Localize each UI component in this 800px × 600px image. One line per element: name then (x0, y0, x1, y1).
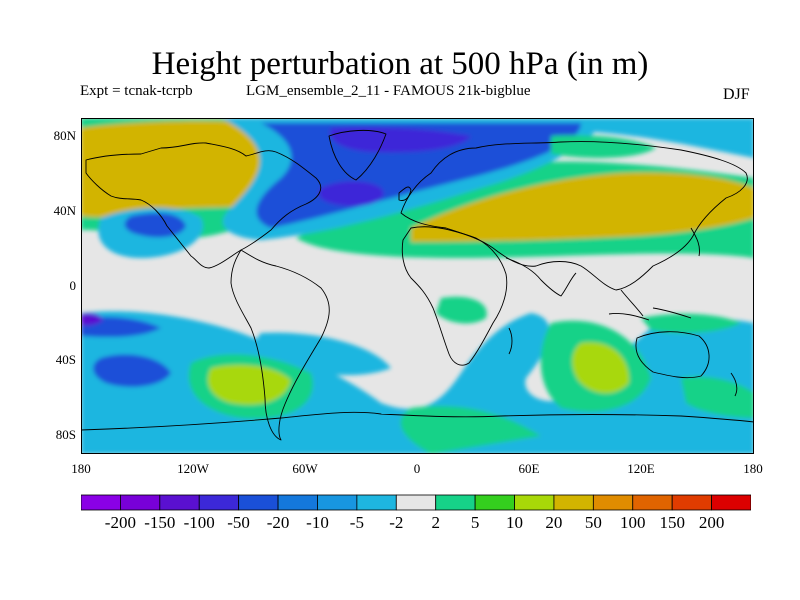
colorbar-label: 2 (431, 513, 440, 532)
lat-tick-80s: 80S (55, 427, 76, 442)
map-title: Height perturbation at 500 hPa (in m) (151, 46, 649, 82)
colorbar-label: -150 (144, 513, 176, 532)
colorbar-box (81, 494, 121, 511)
lon-tick-60e: 60E (518, 461, 540, 476)
colorbar-label: 20 (545, 513, 563, 532)
colorbar-box (277, 494, 318, 511)
colorbar-label: -50 (227, 513, 250, 532)
lat-tick-40n: 40N (53, 203, 76, 218)
contour-deep-blue-atlantic (318, 181, 384, 207)
contour-blue-south-pacific (81, 316, 161, 338)
colorbar-box (711, 494, 751, 511)
contour-green-siberia (551, 135, 656, 158)
colorbar-label: -100 (183, 513, 215, 532)
colorbar-label: -5 (349, 513, 364, 532)
colorbar-box (474, 494, 515, 511)
lon-tick-120e: 120E (627, 461, 655, 476)
colorbar-label: 150 (659, 513, 685, 532)
season-label: DJF (723, 86, 750, 103)
colorbar-label: 200 (698, 513, 725, 532)
lon-tick-0: 0 (413, 461, 421, 476)
colorbar-label: 100 (620, 513, 646, 532)
colorbar-box (435, 494, 476, 511)
contour-green-south-indian (681, 376, 754, 418)
lat-tick-80n: 80N (53, 128, 76, 143)
colorbar-box (671, 494, 712, 511)
colorbar-label: 5 (470, 513, 480, 532)
contour-green-southern-africa (436, 296, 487, 324)
coastlines (81, 129, 754, 441)
contour-olive-eurasia (411, 172, 754, 242)
colorbar-box (159, 494, 200, 511)
contour-blue-southern-ocean (93, 354, 171, 387)
colorbar-box (120, 494, 161, 511)
lon-tick-120w: 120W (177, 461, 209, 476)
colorbar-box (395, 494, 437, 511)
colorbar-box (198, 494, 240, 511)
lon-tick-60w: 60W (292, 461, 318, 476)
lat-tick-0: 0 (69, 278, 77, 293)
colorbar-box (238, 494, 279, 511)
lat-tick-40s: 40S (55, 352, 76, 367)
contour-purple-south-pacific (81, 313, 103, 326)
colorbar (81, 494, 751, 511)
colorbar-box (514, 494, 555, 511)
ensemble-label: LGM_ensemble_2_11 - FAMOUS 21k-bigblue (246, 83, 531, 99)
contour-ygreen-indian (572, 342, 630, 394)
colorbar-box (592, 494, 634, 511)
height-perturbation-map (81, 118, 754, 454)
colorbar-label: -20 (266, 513, 290, 532)
colorbar-box (317, 494, 358, 511)
experiment-label: Expt = tcnak-tcrpb (80, 83, 193, 99)
colorbar-label: -200 (104, 513, 136, 532)
colorbar-label: 10 (506, 513, 523, 532)
colorbar-box (632, 494, 673, 511)
contour-green-antarctic (400, 406, 541, 454)
lon-tick-180e: 180 (743, 461, 763, 476)
colorbar-label: -10 (306, 513, 329, 532)
colorbar-box (553, 494, 594, 511)
contour-green-australia (641, 313, 741, 334)
contour-deep-blue-arctic (330, 127, 471, 153)
colorbar-label: -2 (389, 513, 404, 532)
colorbar-box (356, 494, 397, 511)
lon-tick-180w: 180 (71, 461, 91, 476)
contour-ygreen-south-america (207, 364, 291, 405)
colorbar-label: 50 (584, 513, 602, 532)
